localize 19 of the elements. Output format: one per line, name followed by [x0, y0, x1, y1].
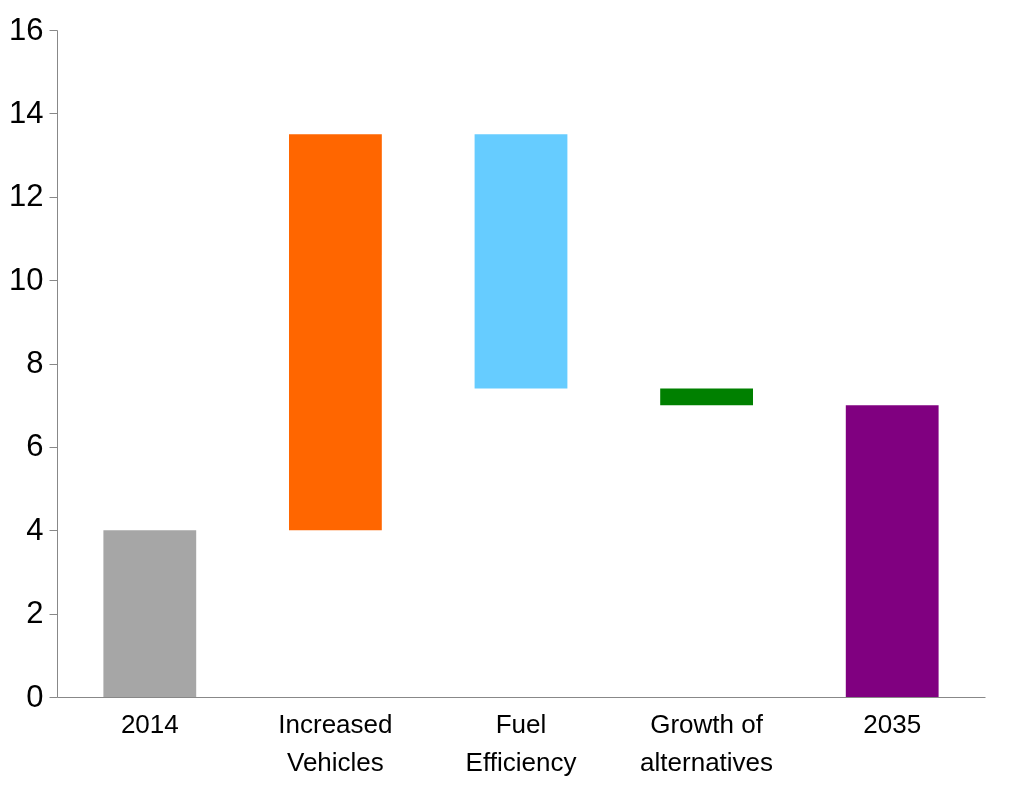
- y-tick-label: 2: [26, 595, 44, 631]
- y-tick-label: 6: [26, 428, 44, 464]
- y-tick-label: 0: [26, 678, 44, 714]
- x-tick-label: 2035: [863, 708, 922, 739]
- bar: [103, 530, 197, 697]
- bar: [474, 134, 568, 389]
- bar: [845, 405, 939, 697]
- y-tick-label: 12: [9, 178, 44, 214]
- bar: [660, 388, 753, 406]
- y-tick-label: 16: [9, 11, 44, 47]
- x-tick-label: 2014: [120, 708, 179, 739]
- x-tick-label: Increased Vehicles: [278, 708, 393, 777]
- y-tick-label: 14: [9, 94, 44, 130]
- y-tick-label: 10: [9, 261, 44, 297]
- y-tick-label: 4: [26, 511, 44, 547]
- x-tick-label: Growth of alternatives: [640, 708, 774, 777]
- bar: [289, 134, 382, 531]
- y-tick-label: 8: [26, 345, 44, 380]
- x-tick-label: Fuel Efficiency: [465, 708, 577, 777]
